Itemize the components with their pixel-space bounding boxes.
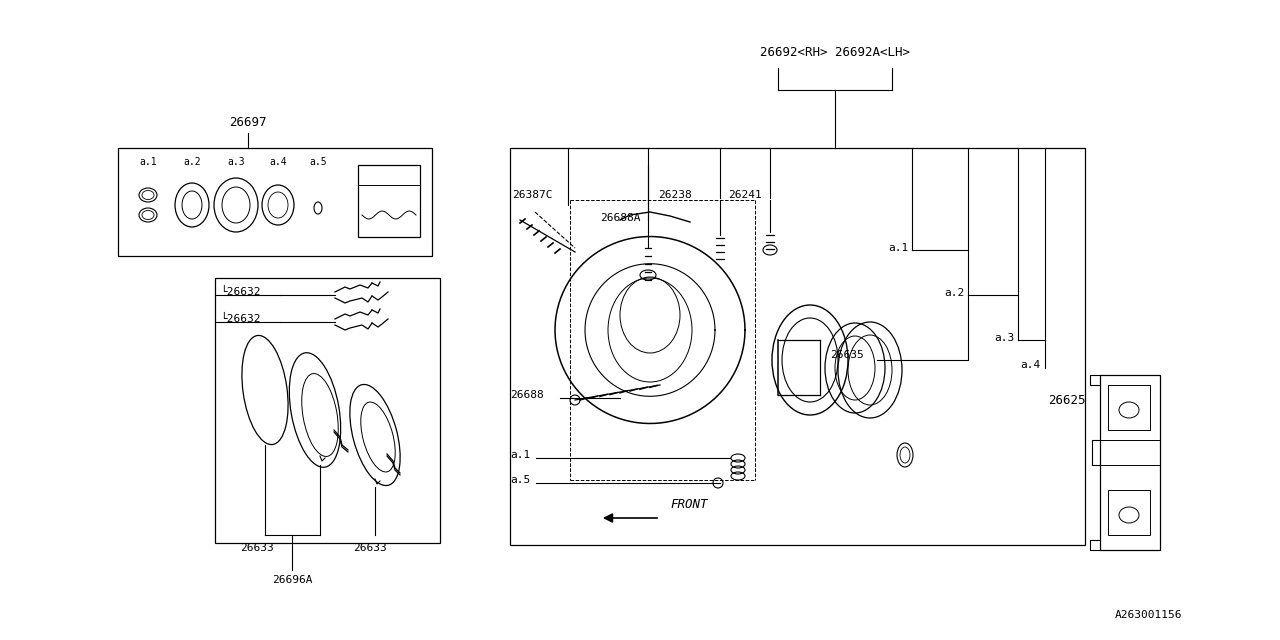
Text: FRONT: FRONT [669, 499, 708, 511]
Text: 26387C: 26387C [512, 190, 553, 200]
Bar [1108, 385, 1149, 430]
Bar [358, 165, 420, 237]
Text: 26633: 26633 [353, 543, 387, 553]
Text: a.5: a.5 [310, 157, 326, 167]
Text: 26692<RH> 26692A<LH>: 26692<RH> 26692A<LH> [760, 45, 910, 58]
Text: 26633: 26633 [241, 543, 274, 553]
Text: 26697: 26697 [229, 115, 266, 129]
Bar [1108, 490, 1149, 535]
Ellipse shape [1119, 402, 1139, 418]
Text: a.3: a.3 [227, 157, 244, 167]
Text: a.4: a.4 [1020, 360, 1041, 370]
Text: 26688A: 26688A [600, 213, 640, 223]
Text: 26625: 26625 [1048, 394, 1085, 406]
Text: a.1: a.1 [509, 450, 530, 460]
Text: └26632: └26632 [220, 314, 261, 324]
Text: A263001156: A263001156 [1115, 610, 1183, 620]
Ellipse shape [1119, 507, 1139, 523]
Text: 26635: 26635 [829, 350, 864, 360]
Text: 26688: 26688 [509, 390, 544, 400]
Text: a.2: a.2 [183, 157, 201, 167]
Text: a.5: a.5 [509, 475, 530, 485]
Text: a.4: a.4 [269, 157, 287, 167]
Bar [118, 148, 433, 256]
Text: a.2: a.2 [945, 288, 964, 298]
Bar [215, 278, 440, 543]
Text: 26696A: 26696A [271, 575, 312, 585]
Text: 26238: 26238 [658, 190, 691, 200]
Text: └26632: └26632 [220, 287, 261, 297]
Bar [1100, 375, 1160, 550]
Text: a.1: a.1 [140, 157, 157, 167]
Text: a.1: a.1 [888, 243, 909, 253]
Text: 26241: 26241 [728, 190, 762, 200]
Text: a.3: a.3 [995, 333, 1014, 343]
Bar [509, 148, 1085, 545]
